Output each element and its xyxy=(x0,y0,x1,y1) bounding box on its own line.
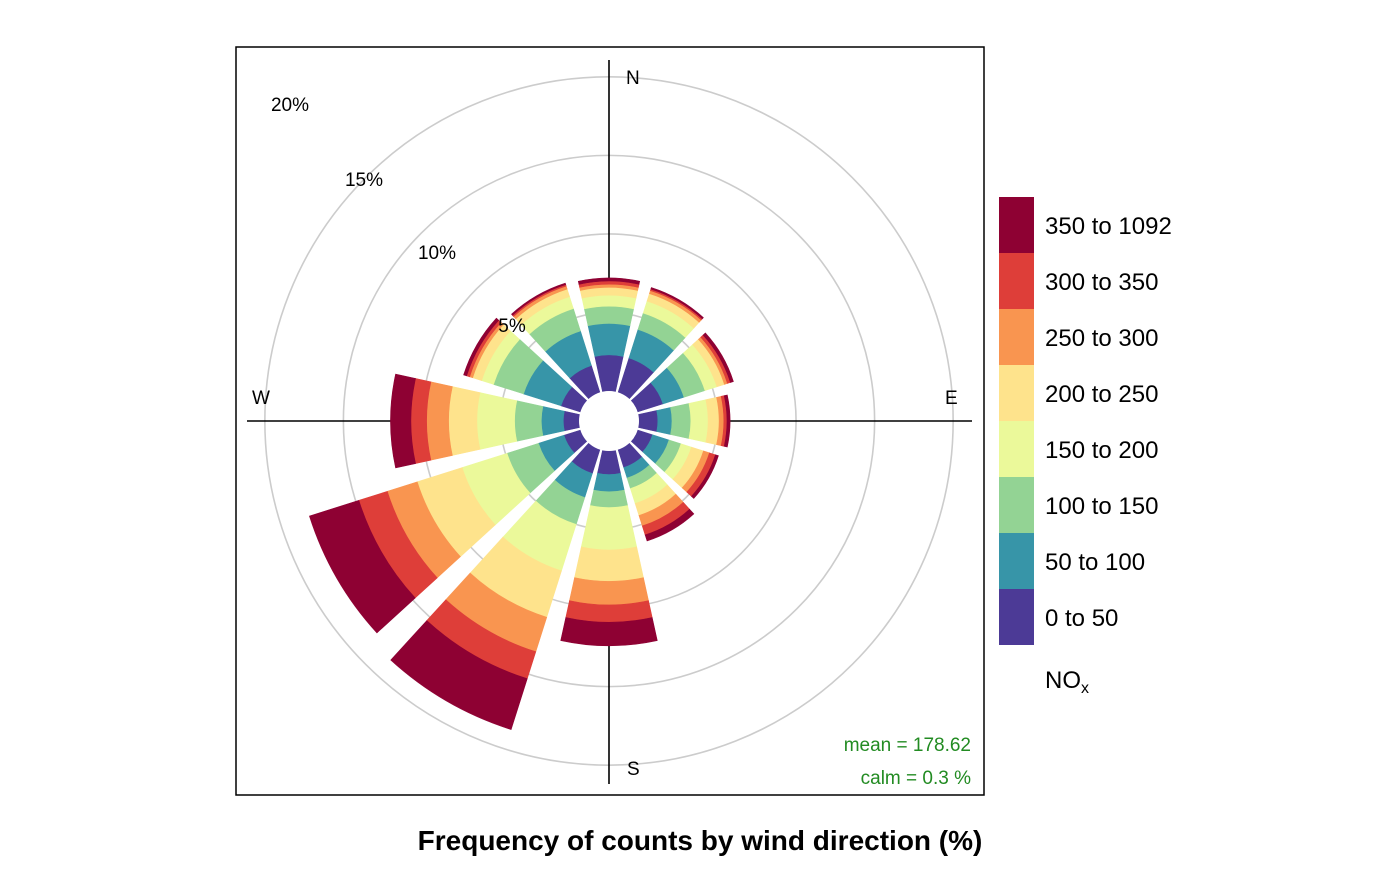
wedge-180-bin-7 xyxy=(560,617,658,647)
wedge-90-bin-1 xyxy=(656,407,673,435)
wedge-270-bin-3 xyxy=(476,392,518,450)
legend-swatch-5 xyxy=(999,309,1034,365)
wedge-270-bin-7 xyxy=(390,373,416,469)
wedge-270-bin-2 xyxy=(514,400,544,442)
calm-stat: calm = 0.3 % xyxy=(861,768,971,789)
ring-label-5: 5% xyxy=(498,316,526,337)
wedge-120-bin-7 xyxy=(691,454,719,499)
legend-swatch-1 xyxy=(999,533,1034,589)
legend-label-4: 200 to 250 xyxy=(1045,381,1158,408)
mean-stat: mean = 178.62 xyxy=(844,735,971,756)
cardinal-east: E xyxy=(945,388,958,409)
wedge-180-bin-5 xyxy=(569,577,649,606)
wedge-90-bin-3 xyxy=(688,399,709,443)
legend-swatch-7 xyxy=(999,197,1034,253)
wedge-330-bin-7 xyxy=(511,282,567,316)
legend-title-main: NO xyxy=(1045,667,1081,694)
wedge-270-bin-1 xyxy=(541,406,565,436)
wedge-270-bin-5 xyxy=(426,381,453,461)
legend-label-5: 250 to 300 xyxy=(1045,325,1158,352)
wedge-300-bin-7 xyxy=(463,317,500,377)
wedge-270-bin-4 xyxy=(448,386,481,456)
ring-label-10: 10% xyxy=(418,243,456,264)
wedge-0-bin-7 xyxy=(577,277,641,285)
legend-label-0: 0 to 50 xyxy=(1045,605,1118,632)
wedge-0-bin-0 xyxy=(594,354,624,393)
wedge-210-bin-7 xyxy=(390,620,528,730)
bar-group xyxy=(309,277,734,730)
legend-swatch-0 xyxy=(999,589,1034,645)
legend-label-2: 100 to 150 xyxy=(1045,493,1158,520)
wedge-270-bin-0 xyxy=(562,410,581,432)
ring-label-20: 20% xyxy=(271,95,309,116)
wedge-150-bin-7 xyxy=(644,508,695,542)
wedge-180-bin-2 xyxy=(590,489,628,508)
wedge-240-bin-7 xyxy=(309,499,416,634)
wedge-30-bin-7 xyxy=(650,287,704,320)
wedge-180-bin-3 xyxy=(580,505,638,551)
wedge-60-bin-7 xyxy=(702,332,734,383)
cardinal-north: N xyxy=(626,68,640,89)
wedge-180-bin-1 xyxy=(593,472,625,493)
legend-swatch-3 xyxy=(999,421,1034,477)
ring-label-15: 15% xyxy=(345,170,383,191)
ring-label-group: 5% 10% 15% 20% xyxy=(271,95,526,337)
wedge-180-bin-4 xyxy=(574,546,644,582)
cardinal-west: W xyxy=(252,388,270,409)
legend-label-1: 50 to 100 xyxy=(1045,549,1145,576)
wedge-90-bin-7 xyxy=(723,394,731,448)
legend-swatch-6 xyxy=(999,253,1034,309)
legend: 350 to 1092 300 to 350 250 to 300 200 to 25… xyxy=(999,197,1172,645)
legend-title: NOx xyxy=(1045,667,1089,697)
x-axis-label: Frequency of counts by wind direction (%… xyxy=(418,825,983,856)
plot-frame xyxy=(235,46,985,796)
wedge-0-bin-2 xyxy=(583,305,635,327)
calm-circle xyxy=(579,391,639,451)
legend-swatch-2 xyxy=(999,477,1034,533)
cardinal-south: S xyxy=(627,759,640,780)
legend-label-6: 300 to 350 xyxy=(1045,269,1158,296)
legend-title-sub: x xyxy=(1081,680,1089,697)
wedge-90-bin-2 xyxy=(670,403,692,439)
legend-label-7: 350 to 1092 xyxy=(1045,213,1172,240)
legend-label-3: 150 to 200 xyxy=(1045,437,1158,464)
wedge-0-bin-1 xyxy=(587,323,631,357)
wedge-90-bin-0 xyxy=(637,410,659,432)
wedge-180-bin-0 xyxy=(597,449,621,475)
legend-swatch-4 xyxy=(999,365,1034,421)
